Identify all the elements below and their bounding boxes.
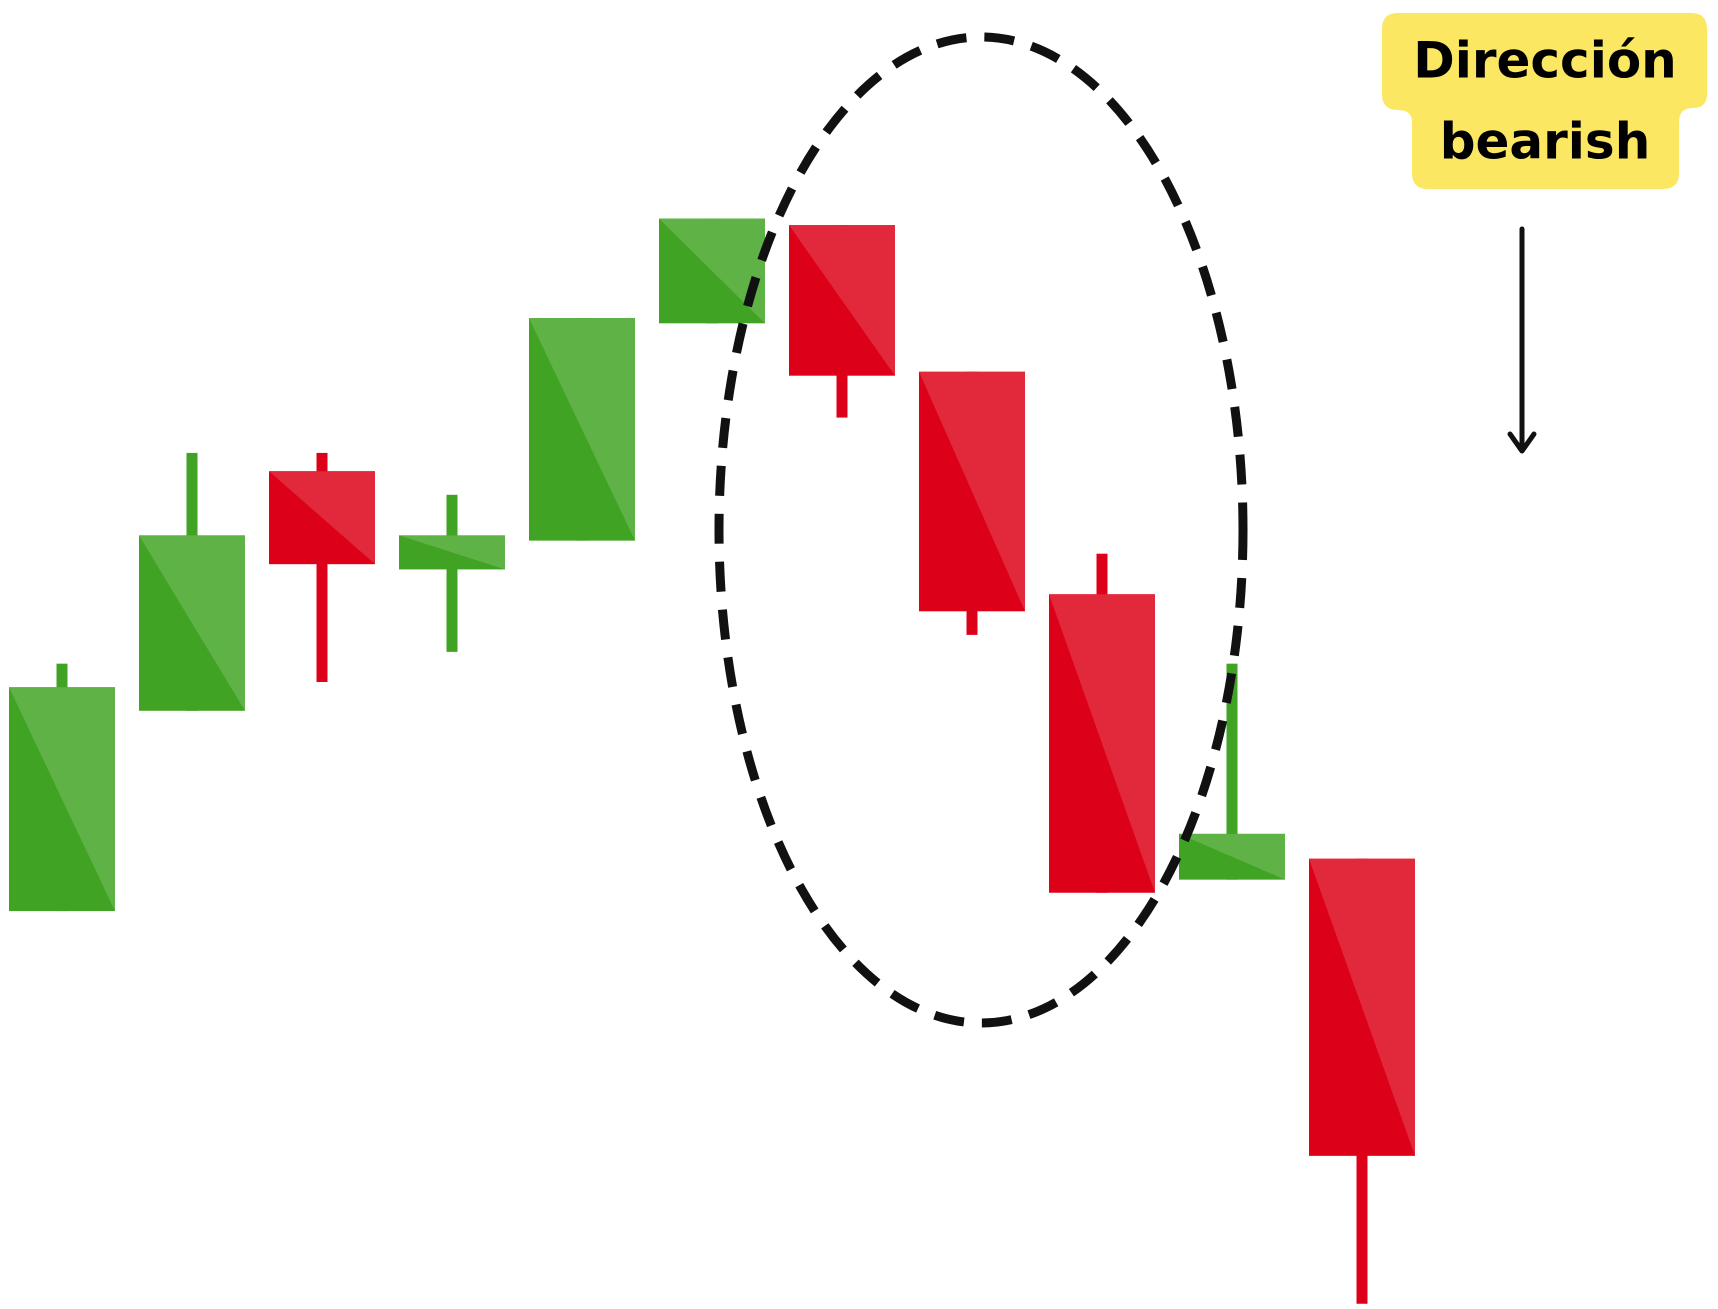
annotation-box xyxy=(1382,13,1707,189)
direction-arrowhead xyxy=(1507,431,1537,454)
candle-wick xyxy=(316,452,328,682)
candles xyxy=(9,218,1415,1304)
candle-body-shade xyxy=(9,687,115,912)
candle-body-shade xyxy=(399,535,505,570)
highlight-ellipse xyxy=(714,32,1248,1028)
candle-body-shade xyxy=(139,535,245,711)
candle-body-shade xyxy=(659,218,765,324)
candle-body-shade xyxy=(1179,833,1285,880)
candle-body-shade xyxy=(1049,594,1155,893)
candle-wick xyxy=(1226,663,1238,880)
candle-body-shade xyxy=(269,471,375,565)
annotation-line: bearish xyxy=(1440,113,1651,171)
candle-body-shade xyxy=(1309,858,1415,1156)
candle-wick xyxy=(446,494,458,652)
candle-body-shade xyxy=(789,225,895,376)
candle-body-shade xyxy=(529,318,635,541)
candle-body-shade xyxy=(919,371,1025,612)
annotation-line: Dirección xyxy=(1413,32,1677,90)
